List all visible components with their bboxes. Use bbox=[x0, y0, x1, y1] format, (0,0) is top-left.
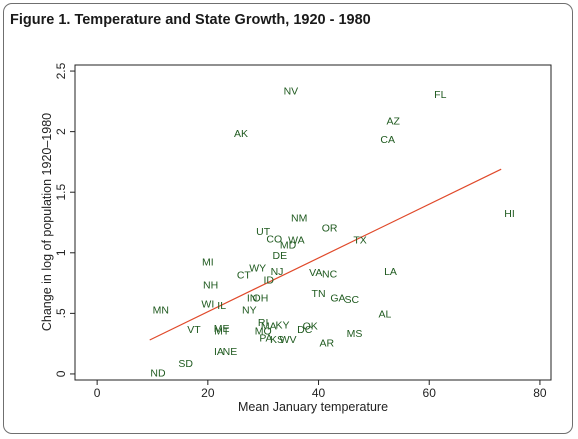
point-ut: UT bbox=[256, 226, 271, 238]
point-ca: CA bbox=[380, 134, 395, 146]
point-wy: WY bbox=[249, 262, 266, 274]
point-hi: HI bbox=[504, 208, 515, 220]
point-sd: SD bbox=[178, 358, 193, 370]
point-il: IL bbox=[217, 300, 226, 312]
x-tick-label: 20 bbox=[201, 386, 215, 400]
y-axis: 0 .5 1 1.5 2 2.5 bbox=[54, 62, 75, 377]
point-ky: KY bbox=[276, 319, 290, 331]
point-ri: RI bbox=[258, 317, 269, 329]
point-co: CO bbox=[266, 233, 282, 245]
y-tick-label: .5 bbox=[54, 308, 68, 318]
point-ak: AK bbox=[234, 128, 248, 140]
point-ms: MS bbox=[347, 328, 363, 340]
point-ga: GA bbox=[330, 293, 345, 305]
point-tn: TN bbox=[312, 288, 326, 300]
y-tick-label: 0 bbox=[54, 370, 68, 377]
point-or: OR bbox=[322, 222, 338, 234]
point-de: DE bbox=[272, 250, 287, 262]
point-ne: NE bbox=[223, 346, 238, 358]
x-tick-label: 40 bbox=[312, 386, 326, 400]
y-tick-label: 1 bbox=[54, 249, 68, 256]
point-nh: NH bbox=[203, 279, 218, 291]
point-dc: DC bbox=[297, 324, 313, 336]
point-tx: TX bbox=[353, 234, 366, 246]
point-wv: WV bbox=[280, 334, 297, 346]
point-mo: MO bbox=[255, 325, 272, 337]
point-ks: KS bbox=[270, 334, 284, 346]
point-wa: WA bbox=[288, 234, 305, 246]
point-nd: ND bbox=[150, 368, 166, 380]
point-fl: FL bbox=[434, 89, 446, 101]
point-mt: MT bbox=[214, 325, 230, 337]
x-tick-label: 0 bbox=[94, 386, 101, 400]
point-nm: NM bbox=[291, 213, 307, 225]
point-me: ME bbox=[214, 323, 230, 335]
point-ia: IA bbox=[214, 346, 224, 358]
x-tick-label: 60 bbox=[423, 386, 437, 400]
point-pa: PA bbox=[259, 333, 272, 345]
point-id: ID bbox=[263, 274, 274, 286]
point-nv: NV bbox=[284, 85, 299, 97]
point-nj: NJ bbox=[271, 266, 284, 278]
point-vt: VT bbox=[187, 324, 201, 336]
y-tick-label: 1.5 bbox=[54, 184, 68, 201]
point-sc: SC bbox=[344, 294, 359, 306]
point-az: AZ bbox=[387, 116, 401, 128]
point-oh: OH bbox=[253, 293, 269, 305]
point-wi: WI bbox=[201, 299, 214, 311]
plot-area bbox=[74, 64, 552, 381]
fit-line bbox=[149, 168, 502, 341]
point-ar: AR bbox=[320, 337, 335, 349]
y-axis-label: Change in log of population 1920–1980 bbox=[40, 113, 54, 331]
point-ma: MA bbox=[261, 320, 277, 332]
y-tick-label: 2.5 bbox=[54, 62, 68, 79]
point-ny: NY bbox=[242, 305, 257, 317]
figure-title: Figure 1. Temperature and State Growth, … bbox=[10, 12, 371, 28]
point-ok: OK bbox=[303, 320, 318, 332]
point-in: IN bbox=[247, 293, 258, 305]
y-tick-label: 2 bbox=[54, 128, 68, 135]
point-md: MD bbox=[280, 239, 297, 251]
point-nc: NC bbox=[322, 268, 338, 280]
x-tick-label: 80 bbox=[533, 386, 547, 400]
point-al: AL bbox=[379, 308, 392, 320]
point-ct: CT bbox=[237, 270, 252, 282]
point-la: LA bbox=[384, 266, 397, 278]
x-axis-label: Mean January temperature bbox=[238, 400, 388, 414]
point-mn: MN bbox=[153, 305, 169, 317]
point-mi: MI bbox=[202, 256, 214, 268]
x-axis: 0 20 40 60 80 bbox=[94, 380, 547, 400]
point-va: VA bbox=[309, 267, 322, 279]
